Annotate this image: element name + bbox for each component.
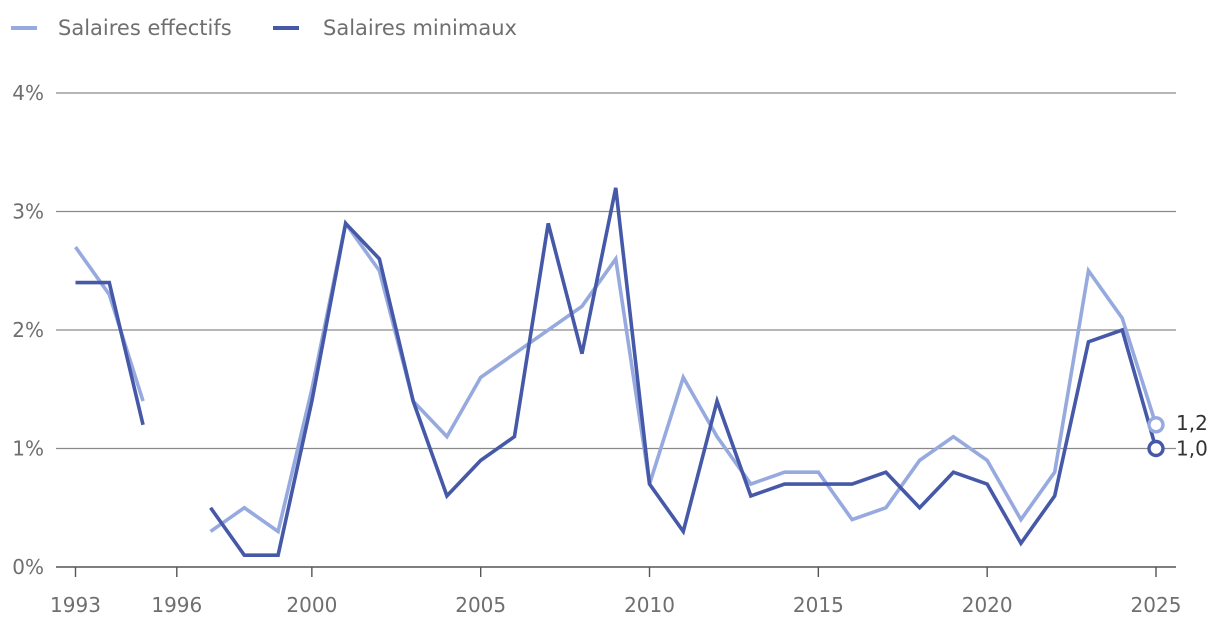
end-marker-1 <box>1147 416 1165 434</box>
x-tick-label: 2025 <box>1131 593 1182 617</box>
y-axis: 0% 1% 2% 3% 4% <box>12 81 44 579</box>
x-tick-label: 2015 <box>793 593 844 617</box>
series-lines <box>74 187 1158 557</box>
legend: Salaires effectifs Salaires minimaux <box>11 16 517 40</box>
end-marker-2 <box>1147 439 1165 458</box>
legend-label-1: Salaires effectifs <box>58 16 232 40</box>
x-tick-label: 2005 <box>455 593 506 617</box>
end-markers: 1,21,0 <box>1147 411 1208 461</box>
y-tick-label: 4% <box>12 81 44 105</box>
end-value-label-1: 1,2 <box>1176 411 1208 435</box>
x-tick-label: 2000 <box>286 593 337 617</box>
end-value-label-2: 1,0 <box>1176 437 1208 461</box>
series-line-1 <box>74 218 1158 535</box>
x-tick-label: 2020 <box>962 593 1013 617</box>
y-tick-label: 0% <box>12 555 44 579</box>
x-axis: 1993 1996 2000 2005 2010 2015 2020 2025 <box>50 567 1181 617</box>
x-tick-label: 1993 <box>50 593 101 617</box>
grid-lines <box>56 92 1176 568</box>
x-tick-label: 2010 <box>624 593 675 617</box>
x-tick-label: 1996 <box>151 593 202 617</box>
legend-label-2: Salaires minimaux <box>323 16 517 40</box>
series-line-2 <box>75 187 1158 557</box>
y-tick-label: 2% <box>12 318 44 342</box>
y-tick-label: 1% <box>12 437 44 461</box>
y-tick-label: 3% <box>12 200 44 224</box>
